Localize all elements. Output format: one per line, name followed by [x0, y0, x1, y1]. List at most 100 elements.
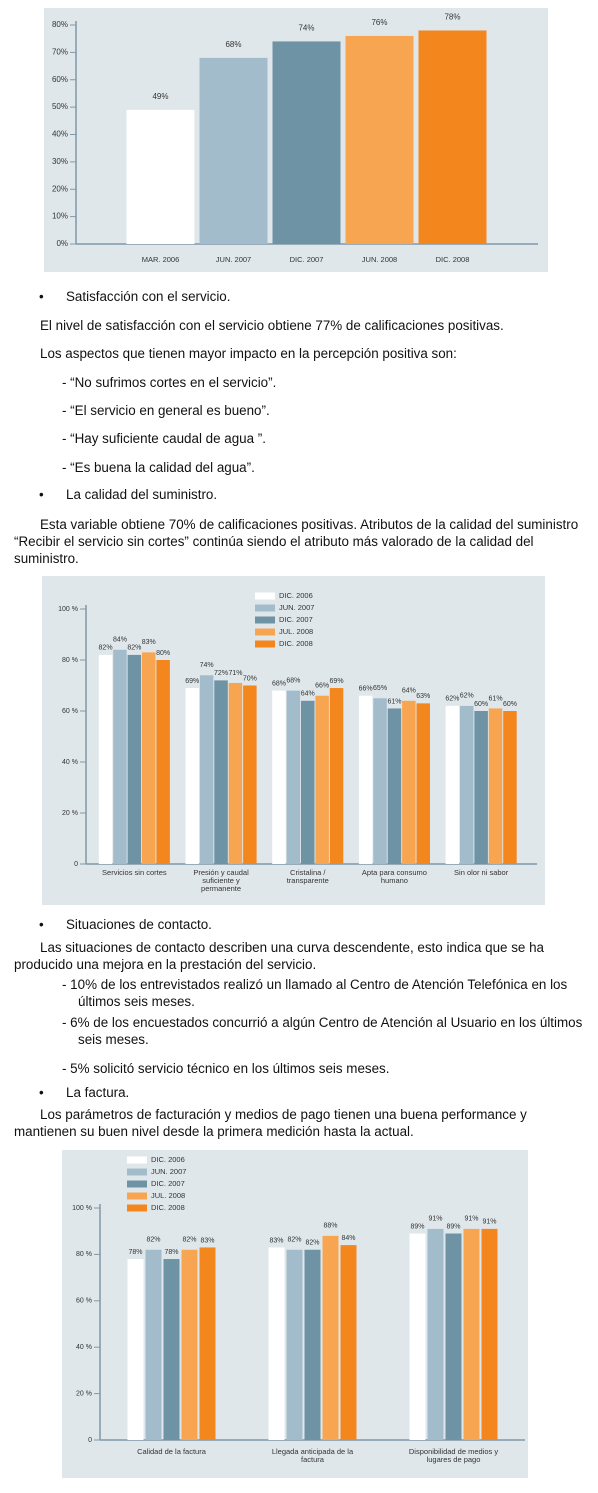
value-label: 82% — [287, 1237, 301, 1244]
bar — [340, 1245, 357, 1440]
y-tick-label: 0% — [56, 239, 68, 248]
x-tick-label: MAR. 2006 — [141, 255, 180, 264]
bar — [199, 57, 268, 244]
x-tick-label: Llegada anticipada de la factura — [271, 1447, 354, 1464]
y-tick-label: 70% — [52, 47, 68, 56]
bar — [113, 649, 127, 864]
bar — [315, 695, 329, 864]
value-label: 83% — [269, 1237, 283, 1244]
bar — [503, 711, 517, 864]
x-tick-label: DIC. 2008 — [435, 255, 470, 264]
list-item: - 10% de los entrevistados realizó un ll… — [62, 977, 568, 1009]
value-label: 80% — [156, 650, 170, 657]
legend-swatch — [127, 1168, 147, 1176]
bar — [409, 1233, 426, 1440]
y-tick-label: 40 % — [62, 759, 78, 766]
bar — [481, 1228, 498, 1440]
value-label: 89% — [446, 1223, 460, 1230]
bar — [214, 680, 228, 864]
legend-swatch — [255, 592, 275, 600]
legend-swatch — [127, 1192, 147, 1200]
value-label: 82% — [305, 1240, 319, 1247]
bar — [463, 1228, 480, 1440]
value-label: 83% — [142, 639, 156, 646]
bar — [445, 705, 460, 864]
value-label: 91% — [482, 1219, 496, 1226]
bar — [387, 708, 402, 864]
legend-label: DIC. 2006 — [279, 591, 313, 600]
value-label: 66% — [359, 686, 373, 693]
value-label: 60% — [503, 701, 517, 708]
list-item: - 6% de los encuestados concurrió a algú… — [62, 1015, 583, 1047]
y-tick-label: 60 % — [62, 708, 78, 715]
value-label: 78% — [444, 13, 460, 22]
bar — [474, 711, 488, 864]
legend-label: DIC. 2007 — [279, 615, 313, 624]
bar — [243, 685, 257, 864]
value-label: 68% — [272, 680, 286, 687]
bar — [98, 654, 113, 864]
legend-label: DIC. 2008 — [279, 639, 313, 648]
x-tick-label: JUN. 2007 — [215, 255, 252, 264]
value-label: 62% — [445, 696, 459, 703]
y-tick-label: 80% — [52, 20, 68, 29]
value-label: 74% — [298, 24, 314, 33]
bar — [488, 708, 503, 864]
chart-svg: 020 %40 %60 %80 %100 %82%84%82%83%80%69%… — [58, 591, 537, 868]
legend-swatch — [255, 640, 275, 648]
y-tick-label: 0 — [88, 1437, 92, 1444]
y-tick-label: 100 % — [58, 606, 78, 613]
chart-2: 0 20 % 40 % 60 % 80 % 100 % 82% 84% 82% 83% 80% 69%… — [42, 576, 545, 905]
x-tick-label: Calidad de la factura — [137, 1447, 206, 1456]
x-tick-label: Cristalina / transparente — [286, 868, 329, 885]
value-label: 82% — [182, 1237, 196, 1244]
chart-1: 0% 10% 20% 30% 40% 50% 60% 70% 80% 49% 68% 74% 76% 78… — [44, 8, 548, 272]
y-tick-label: 60 % — [76, 1298, 92, 1305]
bar — [418, 30, 487, 244]
list-item: - “Es buena la calidad del agua”. — [62, 460, 255, 475]
x-tick-label: Sin olor ni sabor — [454, 868, 509, 877]
bar — [127, 1259, 144, 1440]
value-label: 66% — [315, 683, 329, 690]
y-tick-label: 80 % — [76, 1251, 92, 1258]
value-label: 72% — [214, 670, 228, 677]
value-label: 83% — [200, 1237, 214, 1244]
value-label: 76% — [371, 18, 387, 27]
value-label: 84% — [113, 637, 127, 644]
legend-swatch — [127, 1180, 147, 1188]
value-label: 71% — [228, 670, 242, 677]
chart-3: 0 20 % 40 % 60 % 80 % 100 % 78% 82% 78% 82% 83% 83%… — [62, 1150, 528, 1478]
legend-label: JUL. 2008 — [279, 627, 313, 636]
bar — [345, 35, 414, 245]
x-tick-label: Apta para consumo humano — [361, 868, 427, 885]
x-tick-label: JUN. 2008 — [361, 255, 398, 264]
value-label: 63% — [416, 693, 430, 700]
bar — [142, 652, 156, 864]
value-label: 68% — [225, 40, 241, 49]
y-tick-label: 20% — [52, 184, 68, 193]
bar — [373, 698, 387, 864]
legend-label: DIC. 2007 — [151, 1179, 185, 1188]
list-item: - 5% solicitó servicio técnico en los úl… — [62, 1061, 390, 1076]
bullet: La factura. — [39, 1085, 129, 1100]
value-label: 78% — [164, 1249, 178, 1256]
value-label: 69% — [330, 678, 344, 685]
x-tick-label: DIC. 2007 — [289, 255, 324, 264]
bar — [402, 700, 416, 864]
legend-label: DIC. 2006 — [151, 1155, 185, 1164]
value-label: 49% — [152, 92, 168, 101]
value-label: 69% — [185, 678, 199, 685]
chart-svg: 0 20 % 40 % 60 % 80 % 100 % 78% 82% 78% 82% 83% 83%… — [72, 1155, 525, 1444]
legend-label: JUN. 2007 — [151, 1167, 186, 1176]
paragraph: Esta variable obtiene 70% de calificacio… — [14, 517, 579, 566]
legend-label: JUN. 2007 — [279, 603, 314, 612]
bar — [286, 1249, 303, 1440]
legend-swatch — [255, 628, 275, 636]
value-label: 64% — [402, 688, 416, 695]
y-tick-label: 100 % — [72, 1205, 92, 1212]
list-item: - “No sufrimos cortes en el servicio”. — [62, 375, 277, 390]
bar — [416, 703, 430, 864]
y-tick-label: 10% — [52, 212, 68, 221]
y-tick-label: 80 % — [62, 657, 78, 664]
